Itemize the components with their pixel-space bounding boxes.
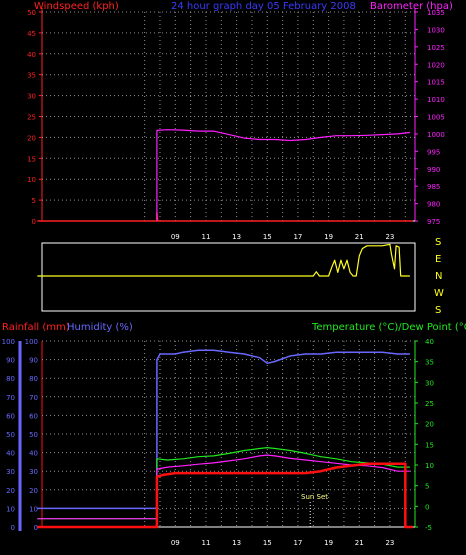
- windspeed-axis-title: Windspeed (kph): [34, 1, 119, 12]
- windspeed-tick-label: 25: [27, 114, 36, 122]
- rainfall-tick-label: 50: [6, 431, 15, 439]
- rainfall-tick-label: 70: [6, 394, 15, 402]
- windspeed-tick-label: 40: [27, 51, 36, 59]
- x-tick-label: 17: [293, 233, 302, 241]
- x-tick-label: 11: [202, 233, 211, 241]
- x-tick-label: 11: [202, 539, 211, 547]
- windspeed-tick-label: 50: [27, 9, 36, 17]
- windspeed-tick-label: 15: [27, 155, 36, 163]
- humidity-tick-label: 10: [29, 505, 38, 513]
- temperature-tick-label: 25: [425, 400, 434, 408]
- barometer-tick-label: 1025: [427, 44, 445, 52]
- rainfall-tick-label: 30: [6, 468, 15, 476]
- rainfall-tick-label: 10: [6, 505, 15, 513]
- humidity-line: [37, 349, 410, 510]
- temperature-tick-label: 0: [425, 503, 429, 511]
- compass-letter-n: N: [435, 271, 442, 282]
- temperature-line: [37, 447, 410, 520]
- x-tick-label: 15: [263, 233, 272, 241]
- rainfall-tick-label: 60: [6, 412, 15, 420]
- temperature-tick-label: 15: [425, 441, 434, 449]
- humidity-tick-label: 0: [34, 524, 38, 532]
- windspeed-tick-label: 45: [27, 30, 36, 38]
- wind-barometer-panel: 0510152025303540455097598098599099510001…: [27, 8, 445, 241]
- x-tick-label: 09: [171, 233, 180, 241]
- barometer-tick-label: 1005: [427, 114, 445, 122]
- temperature-tick-label: 35: [425, 359, 434, 367]
- barometer-tick-label: 1015: [427, 79, 445, 87]
- humidity-tick-label: 30: [29, 468, 38, 476]
- barometer-tick-label: 1010: [427, 96, 445, 104]
- windspeed-tick-label: 10: [27, 176, 36, 184]
- rainfall-tick-label: 90: [6, 357, 15, 365]
- x-tick-label: 19: [324, 233, 333, 241]
- windspeed-tick-label: 20: [27, 134, 36, 142]
- x-tick-label: 13: [232, 233, 241, 241]
- rainfall-tick-label: 0: [11, 524, 15, 532]
- humidity-tick-label: 60: [29, 412, 38, 420]
- direction-frame: [41, 242, 416, 312]
- rainfall-tick-label: 100: [2, 338, 15, 346]
- windspeed-tick-label: 35: [27, 72, 36, 80]
- x-tick-label: 09: [171, 539, 180, 547]
- x-tick-label: 21: [355, 539, 364, 547]
- temperature-dewpoint-axis-title: Temperature (°C)/Dew Point (°C): [311, 322, 466, 333]
- humidity-tick-label: 80: [29, 375, 38, 383]
- wind-direction-panel: [37, 242, 416, 312]
- barometer-tick-label: 1030: [427, 26, 445, 34]
- humidity-axis-title: Humidity (%): [67, 322, 133, 333]
- temperature-tick-label: 5: [425, 483, 429, 491]
- barometer-tick-label: 1035: [427, 9, 445, 17]
- compass-letter-e: E: [435, 254, 441, 265]
- barometer-tick-label: 1020: [427, 61, 445, 69]
- rainfall-axis-title: Rainfall (mm): [2, 322, 70, 333]
- barometer-tick-label: 995: [427, 148, 440, 156]
- rainfall-tick-label: 40: [6, 450, 15, 458]
- temperature-tick-label: 40: [425, 338, 434, 346]
- x-tick-label: 21: [355, 233, 364, 241]
- barometer-tick-label: 990: [427, 166, 440, 174]
- temperature-tick-label: 20: [425, 421, 434, 429]
- wind-direction-line: [37, 243, 410, 277]
- humidity-tick-label: 20: [29, 487, 38, 495]
- x-tick-label: 23: [385, 539, 394, 547]
- rainfall-line: [37, 462, 413, 529]
- compass-letter-w: W: [434, 288, 444, 299]
- barometer-tick-label: 985: [427, 183, 440, 191]
- humidity-tick-label: 90: [29, 357, 38, 365]
- sunset-label: Sun Set: [301, 493, 328, 501]
- x-tick-label: 17: [293, 539, 302, 547]
- windspeed-tick-label: 5: [32, 197, 36, 205]
- rainfall-tick-label: 20: [6, 487, 15, 495]
- compass-letter-s-top: S: [435, 237, 441, 248]
- humidity-tick-label: 70: [29, 394, 38, 402]
- temperature-tick-label: 30: [425, 379, 434, 387]
- barometer-axis-title: Barometer (hpa): [370, 1, 453, 12]
- x-tick-label: 13: [232, 539, 241, 547]
- temperature-tick-label: -5: [425, 524, 432, 532]
- temperature-tick-label: 10: [425, 462, 434, 470]
- compass-letter-s-bottom: S: [435, 305, 441, 316]
- barometer-tick-label: 975: [427, 218, 440, 226]
- windspeed-tick-label: 30: [27, 93, 36, 101]
- windspeed-tick-label: 0: [32, 218, 36, 226]
- x-tick-label: 19: [324, 539, 333, 547]
- barometer-tick-label: 1000: [427, 131, 445, 139]
- x-tick-label: 23: [385, 233, 394, 241]
- barometer-tick-label: 980: [427, 201, 440, 209]
- chart-title: 24 hour graph day 05 February 2008: [171, 1, 356, 12]
- humidity-tick-label: 40: [29, 450, 38, 458]
- x-tick-label: 15: [263, 539, 272, 547]
- rainfall-tick-label: 80: [6, 375, 15, 383]
- humidity-tick-label: 100: [25, 338, 38, 346]
- barometer-line: [156, 129, 410, 221]
- humidity-tick-label: 50: [29, 431, 38, 439]
